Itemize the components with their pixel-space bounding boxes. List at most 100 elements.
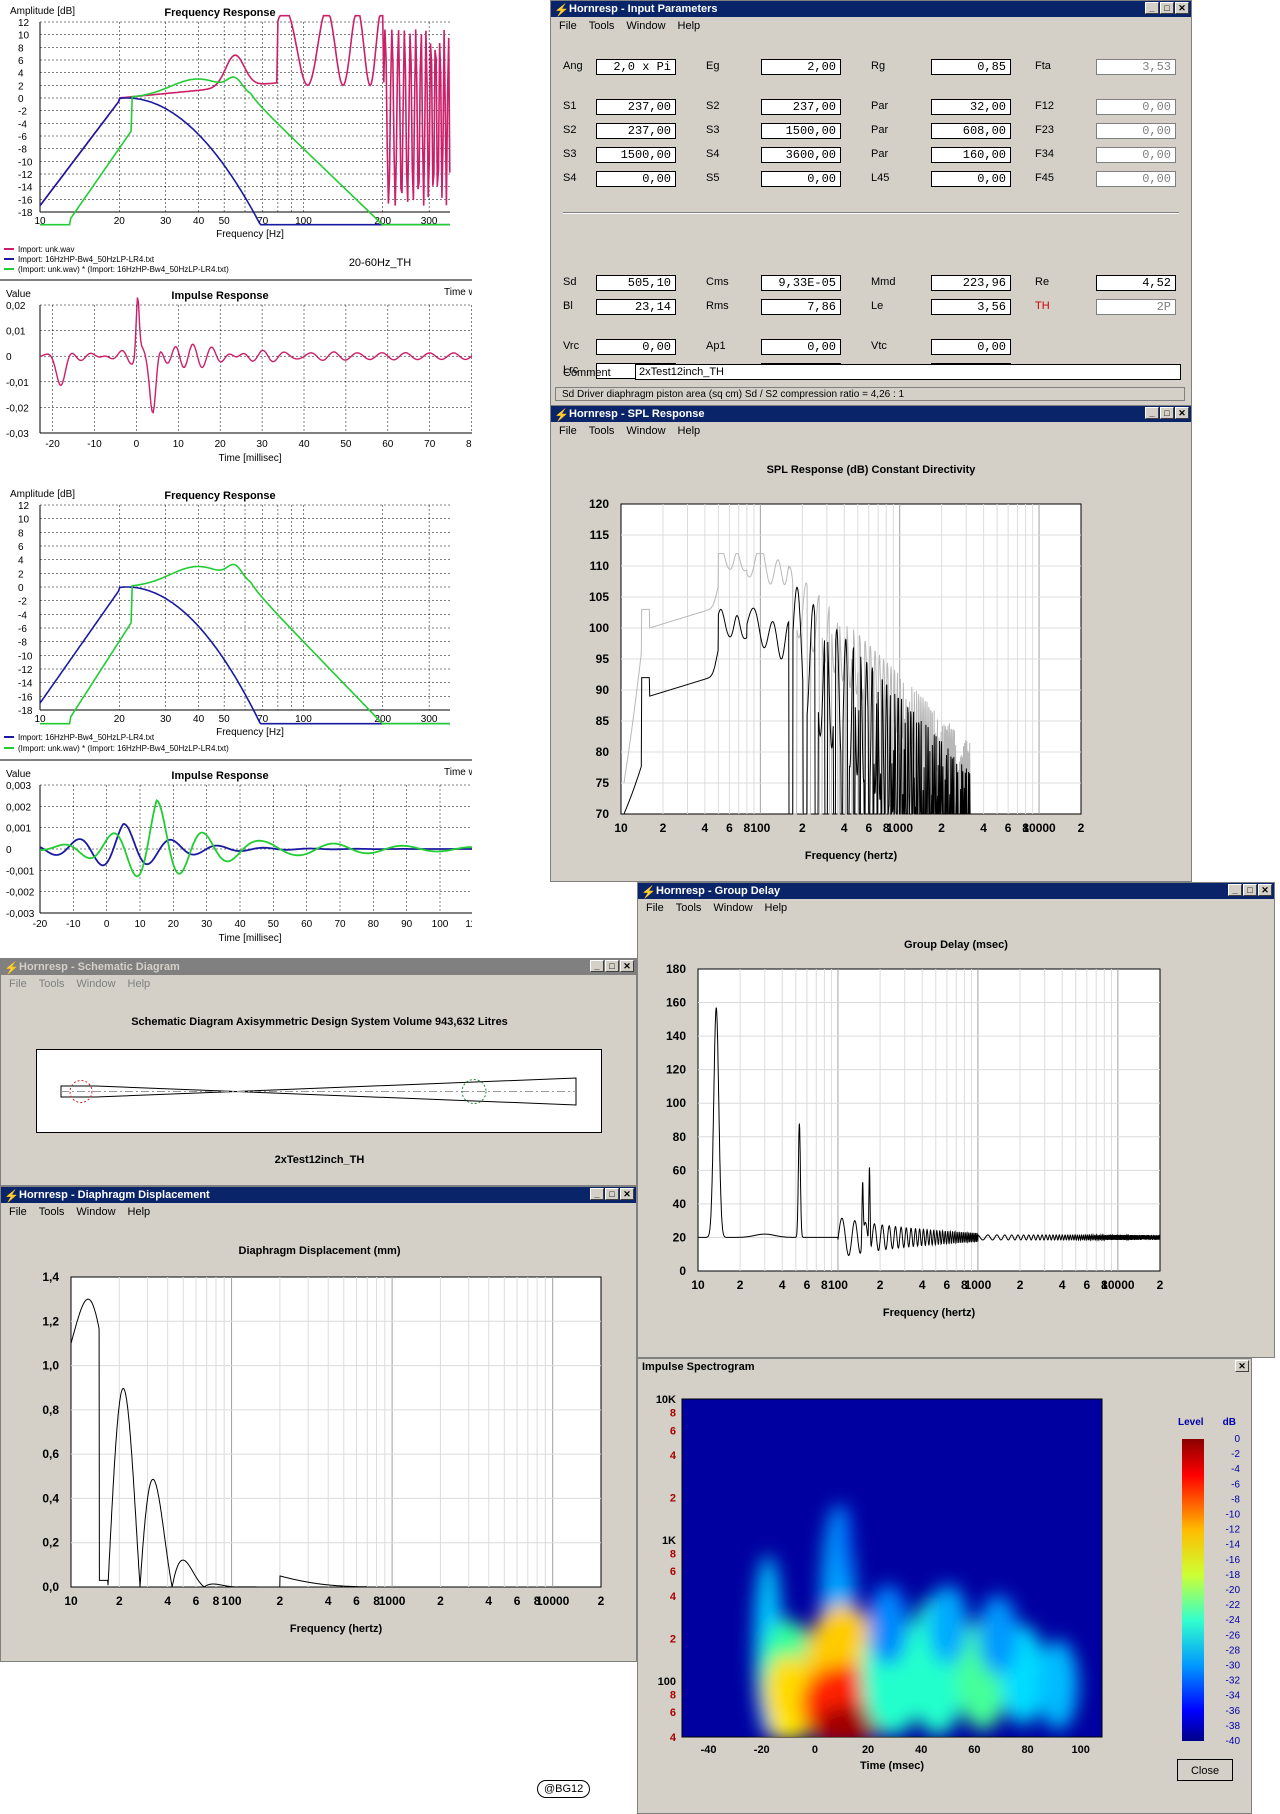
param-input-fta[interactable]: 3,53 (1096, 59, 1176, 75)
param-input-s4[interactable]: 0,00 (596, 171, 676, 187)
schematic-window: ⚡ Hornresp - Schematic Diagram _ □ ✕ File … (0, 958, 637, 1186)
maximize-button[interactable]: □ (1160, 2, 1174, 14)
x-tick-label: 300 (421, 714, 438, 725)
param-input-vtc[interactable]: 0,00 (931, 339, 1011, 355)
minimize-button[interactable]: _ (590, 960, 604, 972)
menu-file[interactable]: File (646, 902, 664, 914)
y-tick-label: 0 (679, 1264, 686, 1278)
menu-window[interactable]: Window (713, 902, 753, 914)
x-tick-label: 2 (799, 821, 806, 835)
schematic-titlebar[interactable]: ⚡ Hornresp - Schematic Diagram _ □ ✕ (1, 959, 636, 975)
param-input-bl[interactable]: 23,14 (596, 299, 676, 315)
minimize-button[interactable]: _ (1145, 2, 1159, 14)
maximize-button[interactable]: □ (605, 960, 619, 972)
y-tick-label: -0,001 (6, 866, 35, 877)
close-button[interactable]: Close (1177, 1759, 1233, 1781)
param-input-le[interactable]: 3,56 (931, 299, 1011, 315)
minimize-button[interactable]: _ (590, 1188, 604, 1200)
param-input-f12[interactable]: 0,00 (1096, 99, 1176, 115)
group-delay-titlebar[interactable]: ⚡ Hornresp - Group Delay _ □ ✕ (638, 883, 1274, 899)
param-input-ap1[interactable]: 0,00 (761, 339, 841, 355)
menu-tools[interactable]: Tools (588, 425, 615, 437)
x-tick-label: 100 (222, 1594, 242, 1608)
menu-window[interactable]: Window (626, 20, 666, 32)
y-axis-label: Amplitude [dB] (10, 6, 75, 17)
param-input-s4[interactable]: 3600,00 (761, 147, 841, 163)
close-button[interactable]: ✕ (1235, 1360, 1249, 1372)
heat-blob (868, 1585, 908, 1665)
param-input-sd[interactable]: 505,10 (596, 275, 676, 291)
menu-file[interactable]: File (9, 1206, 27, 1218)
menu-file[interactable]: File (9, 978, 27, 990)
menu-tools[interactable]: Tools (38, 1206, 65, 1218)
menu-file[interactable]: File (559, 20, 577, 32)
menu-window[interactable]: Window (76, 978, 116, 990)
y-tick-label: 4 (670, 1591, 677, 1603)
menu-window[interactable]: Window (626, 425, 666, 437)
param-input-s1[interactable]: 237,00 (596, 99, 676, 115)
menu-file[interactable]: File (559, 425, 577, 437)
y-tick-label: 12 (18, 18, 30, 29)
param-input-s2[interactable]: 237,00 (596, 123, 676, 139)
x-axis-label: Time (msec) (860, 1760, 924, 1772)
spl-titlebar[interactable]: ⚡ Hornresp - SPL Response _ □ ✕ (551, 406, 1191, 422)
close-button[interactable]: ✕ (1175, 2, 1189, 14)
param-input-f23[interactable]: 0,00 (1096, 123, 1176, 139)
menu-tools[interactable]: Tools (675, 902, 702, 914)
menu-help[interactable]: Help (127, 1206, 151, 1218)
menu-tools[interactable]: Tools (38, 978, 65, 990)
level-tick: -12 (1226, 1525, 1241, 1536)
close-button[interactable]: ✕ (620, 960, 634, 972)
input-parameters-titlebar[interactable]: ⚡ Hornresp - Input Parameters _ □ ✕ (551, 1, 1191, 17)
param-input-f45[interactable]: 0,00 (1096, 171, 1176, 187)
x-tick-label: 8 (1022, 821, 1029, 835)
param-input-vrc[interactable]: 0,00 (596, 339, 676, 355)
param-input-rms[interactable]: 7,86 (761, 299, 841, 315)
maximize-button[interactable]: □ (1243, 884, 1257, 896)
spectrogram-titlebar[interactable]: Impulse Spectrogram ✕ (638, 1359, 1251, 1375)
menu-window[interactable]: Window (76, 1206, 116, 1218)
menu-help[interactable]: Help (677, 20, 701, 32)
comment-input[interactable]: 2xTest12inch_TH (635, 364, 1181, 380)
driver-1-circle (69, 1080, 93, 1103)
y-tick-label: 4 (18, 556, 24, 567)
schematic-chart-title: Schematic Diagram Axisymmetric Design Sy… (131, 1016, 508, 1028)
param-input-l45[interactable]: 0,00 (931, 171, 1011, 187)
param-input-par[interactable]: 32,00 (931, 99, 1011, 115)
close-button[interactable]: ✕ (1258, 884, 1272, 896)
legend-label: Import: 16HzHP-Bw4_50HzLP-LR4.txt (18, 255, 155, 264)
menu-tools[interactable]: Tools (588, 20, 615, 32)
param-label-rg: Rg (871, 60, 886, 72)
close-button[interactable]: ✕ (1175, 407, 1189, 419)
param-input-s3[interactable]: 1500,00 (596, 147, 676, 163)
param-input-par[interactable]: 160,00 (931, 147, 1011, 163)
minimize-button[interactable]: _ (1145, 407, 1159, 419)
close-button[interactable]: ✕ (620, 1188, 634, 1200)
menu-help[interactable]: Help (127, 978, 151, 990)
right-axis-label: Time window (444, 287, 472, 298)
x-tick-label: 20 (114, 714, 126, 725)
maximize-button[interactable]: □ (605, 1188, 619, 1200)
y-tick-label: -18 (18, 706, 33, 717)
param-input-s2[interactable]: 237,00 (761, 99, 841, 115)
param-input-ang[interactable]: 2,0 x Pi (596, 59, 676, 75)
param-input-s5[interactable]: 0,00 (761, 171, 841, 187)
param-input-th[interactable]: 2P (1096, 299, 1176, 315)
param-input-eg[interactable]: 2,00 (761, 59, 841, 75)
maximize-button[interactable]: □ (1160, 407, 1174, 419)
param-input-par[interactable]: 608,00 (931, 123, 1011, 139)
displacement-titlebar[interactable]: ⚡ Hornresp - Diaphragm Displacement _ □ ✕ (1, 1187, 636, 1203)
param-input-re[interactable]: 4,52 (1096, 275, 1176, 291)
minimize-button[interactable]: _ (1228, 884, 1242, 896)
y-tick-label: 180 (666, 962, 686, 976)
param-label-f34: F34 (1035, 148, 1054, 160)
level-tick: -18 (1226, 1570, 1241, 1581)
param-input-f34[interactable]: 0,00 (1096, 147, 1176, 163)
menu-help[interactable]: Help (764, 902, 788, 914)
param-input-mmd[interactable]: 223,96 (931, 275, 1011, 291)
param-input-s3[interactable]: 1500,00 (761, 123, 841, 139)
param-input-cms[interactable]: 9,33E-05 (761, 275, 841, 291)
menu-help[interactable]: Help (677, 425, 701, 437)
param-input-rg[interactable]: 0,85 (931, 59, 1011, 75)
y-tick-label: 120 (666, 1063, 686, 1077)
